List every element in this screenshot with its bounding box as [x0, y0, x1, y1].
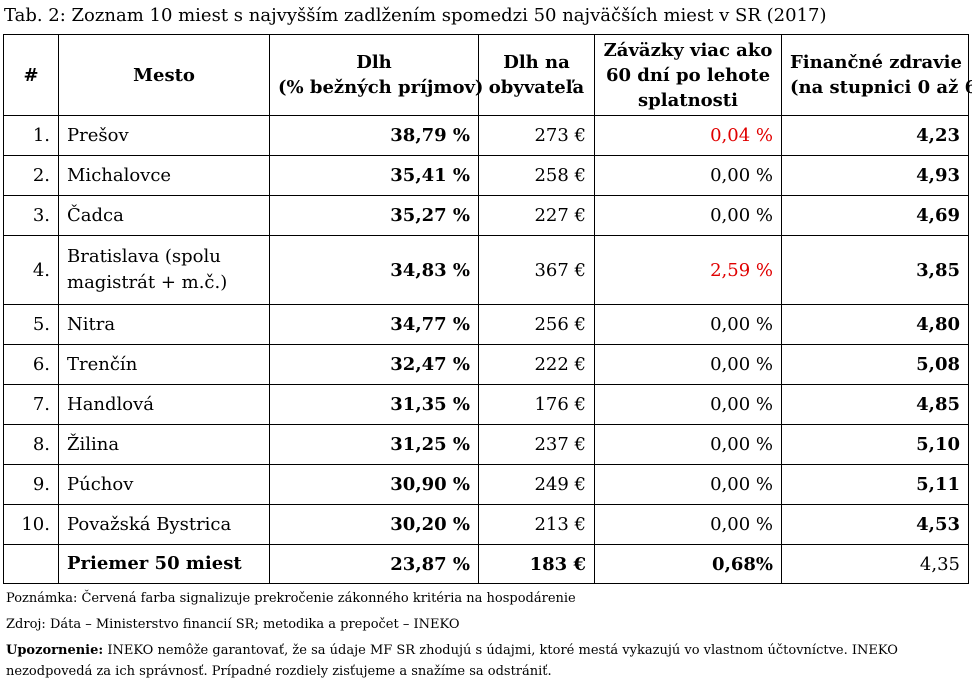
city-cell: Žilina [58, 424, 270, 465]
debt-cell: 35,27 % [269, 195, 479, 236]
rank-cell: 4. [3, 235, 59, 305]
city-cell: Bratislava (spolu magistrát + m.č.) [58, 235, 270, 305]
city-cell: Púchov [58, 464, 270, 505]
header-rank: # [3, 34, 59, 116]
table-row: 3. Čadca 35,27 % 227 €0,00 % 4,69 [3, 195, 969, 236]
average-health: 4,35 [781, 544, 969, 584]
table-row: 10. Považská Bystrica 30,20 % 213 €0,00 % 4,… [3, 504, 969, 545]
header-liabilities: Záväzky viac ako 60 dní po lehote splatn… [594, 34, 782, 116]
table-row: 4. Bratislava (spolu magistrát + m.č.) 34,… [3, 235, 969, 305]
rank-cell: 8. [3, 424, 59, 465]
liabilities-cell: 0,00 % [594, 424, 782, 465]
debt-cell: 35,41 % [269, 155, 479, 196]
liabilities-cell: 0,00 % [594, 344, 782, 385]
debt-cell: 30,90 % [269, 464, 479, 505]
table-row: 5. Nitra 34,77 % 256 €0,00 % 4,80 [3, 304, 969, 345]
header-debt: Dlh (% bežných príjmov) [269, 34, 483, 116]
liabilities-cell: 0,00 % [594, 155, 782, 196]
city-cell: Prešov [58, 115, 270, 156]
average-rank-cell [3, 544, 59, 584]
warning-text: Upozornenie: INEKO nemôže garantovať, že… [6, 640, 966, 682]
note-text: Poznámka: Červená farba signalizuje prek… [6, 591, 576, 606]
health-cell: 5,08 [781, 344, 969, 385]
average-row: Priemer 50 miest 23,87 % 183 € 0,68% 4,3… [3, 544, 969, 584]
average-per-capita: 183 € [478, 544, 595, 584]
city-cell: Nitra [58, 304, 270, 345]
health-cell: 5,10 [781, 424, 969, 465]
debt-table: # Mesto Dlh (% bežných príjmov) Dlh na o… [3, 34, 972, 584]
per-capita-cell: 367 € [478, 235, 595, 305]
rank-cell: 1. [3, 115, 59, 156]
average-debt: 23,87 % [269, 544, 479, 584]
header-health: Finančné zdravie (na stupnici 0 až 6) [781, 34, 972, 116]
liabilities-cell: 0,00 % [594, 304, 782, 345]
liabilities-cell: 0,00 % [594, 464, 782, 505]
per-capita-cell: 227 € [478, 195, 595, 236]
per-capita-cell: 258 € [478, 155, 595, 196]
city-cell: Michalovce [58, 155, 270, 196]
average-label: Priemer 50 miest [58, 544, 270, 584]
rank-cell: 2. [3, 155, 59, 196]
health-cell: 4,53 [781, 504, 969, 545]
health-cell: 4,23 [781, 115, 969, 156]
debt-cell: 38,79 % [269, 115, 479, 156]
city-cell: Handlová [58, 384, 270, 425]
per-capita-cell: 273 € [478, 115, 595, 156]
per-capita-cell: 222 € [478, 344, 595, 385]
health-cell: 4,69 [781, 195, 969, 236]
debt-cell: 34,77 % [269, 304, 479, 345]
debt-cell: 32,47 % [269, 344, 479, 385]
footnotes: Poznámka: Červená farba signalizuje prek… [6, 588, 966, 686]
per-capita-cell: 249 € [478, 464, 595, 505]
debt-cell: 34,83 % [269, 235, 479, 305]
rank-cell: 6. [3, 344, 59, 385]
debt-cell: 31,25 % [269, 424, 479, 465]
liabilities-cell: 2,59 % [594, 235, 782, 305]
header-city: Mesto [58, 34, 270, 116]
rank-cell: 9. [3, 464, 59, 505]
table-row: 2. Michalovce 35,41 % 258 €0,00 % 4,93 [3, 155, 969, 196]
header-row: # Mesto Dlh (% bežných príjmov) Dlh na o… [3, 34, 972, 116]
warning-body: INEKO nemôže garantovať, že sa údaje MF … [6, 643, 898, 679]
liabilities-cell: 0,00 % [594, 195, 782, 236]
health-cell: 4,80 [781, 304, 969, 345]
health-cell: 4,85 [781, 384, 969, 425]
rank-cell: 10. [3, 504, 59, 545]
debt-cell: 30,20 % [269, 504, 479, 545]
health-cell: 5,11 [781, 464, 969, 505]
city-cell: Považská Bystrica [58, 504, 270, 545]
per-capita-cell: 213 € [478, 504, 595, 545]
per-capita-cell: 256 € [478, 304, 595, 345]
rank-cell: 5. [3, 304, 59, 345]
liabilities-cell: 0,00 % [594, 504, 782, 545]
city-cell: Trenčín [58, 344, 270, 385]
health-cell: 3,85 [781, 235, 969, 305]
rank-cell: 3. [3, 195, 59, 236]
city-cell: Čadca [58, 195, 270, 236]
warning-label: Upozornenie: [6, 643, 104, 658]
per-capita-cell: 237 € [478, 424, 595, 465]
table-row: 1. Prešov 38,79 % 273 €0,04 % 4,23 [3, 115, 969, 156]
liabilities-cell: 0,04 % [594, 115, 782, 156]
table-row: 8. Žilina 31,25 % 237 €0,00 % 5,10 [3, 424, 969, 465]
table-title: Tab. 2: Zoznam 10 miest s najvyšším zadl… [4, 5, 827, 26]
per-capita-cell: 176 € [478, 384, 595, 425]
health-cell: 4,93 [781, 155, 969, 196]
liabilities-cell: 0,00 % [594, 384, 782, 425]
debt-cell: 31,35 % [269, 384, 479, 425]
header-per-capita: Dlh na obyvateľa [478, 34, 595, 116]
table-body: 1. Prešov 38,79 % 273 €0,04 % 4,23 2. Michalov… [3, 115, 969, 545]
rank-cell: 7. [3, 384, 59, 425]
source-text: Zdroj: Dáta – Ministerstvo financií SR; … [6, 617, 460, 632]
table-row: 7. Handlová 31,35 % 176 €0,00 % 4,85 [3, 384, 969, 425]
average-liabilities: 0,68% [594, 544, 782, 584]
table-row: 6. Trenčín 32,47 % 222 €0,00 % 5,08 [3, 344, 969, 385]
table-row: 9. Púchov 30,90 % 249 €0,00 % 5,11 [3, 464, 969, 505]
